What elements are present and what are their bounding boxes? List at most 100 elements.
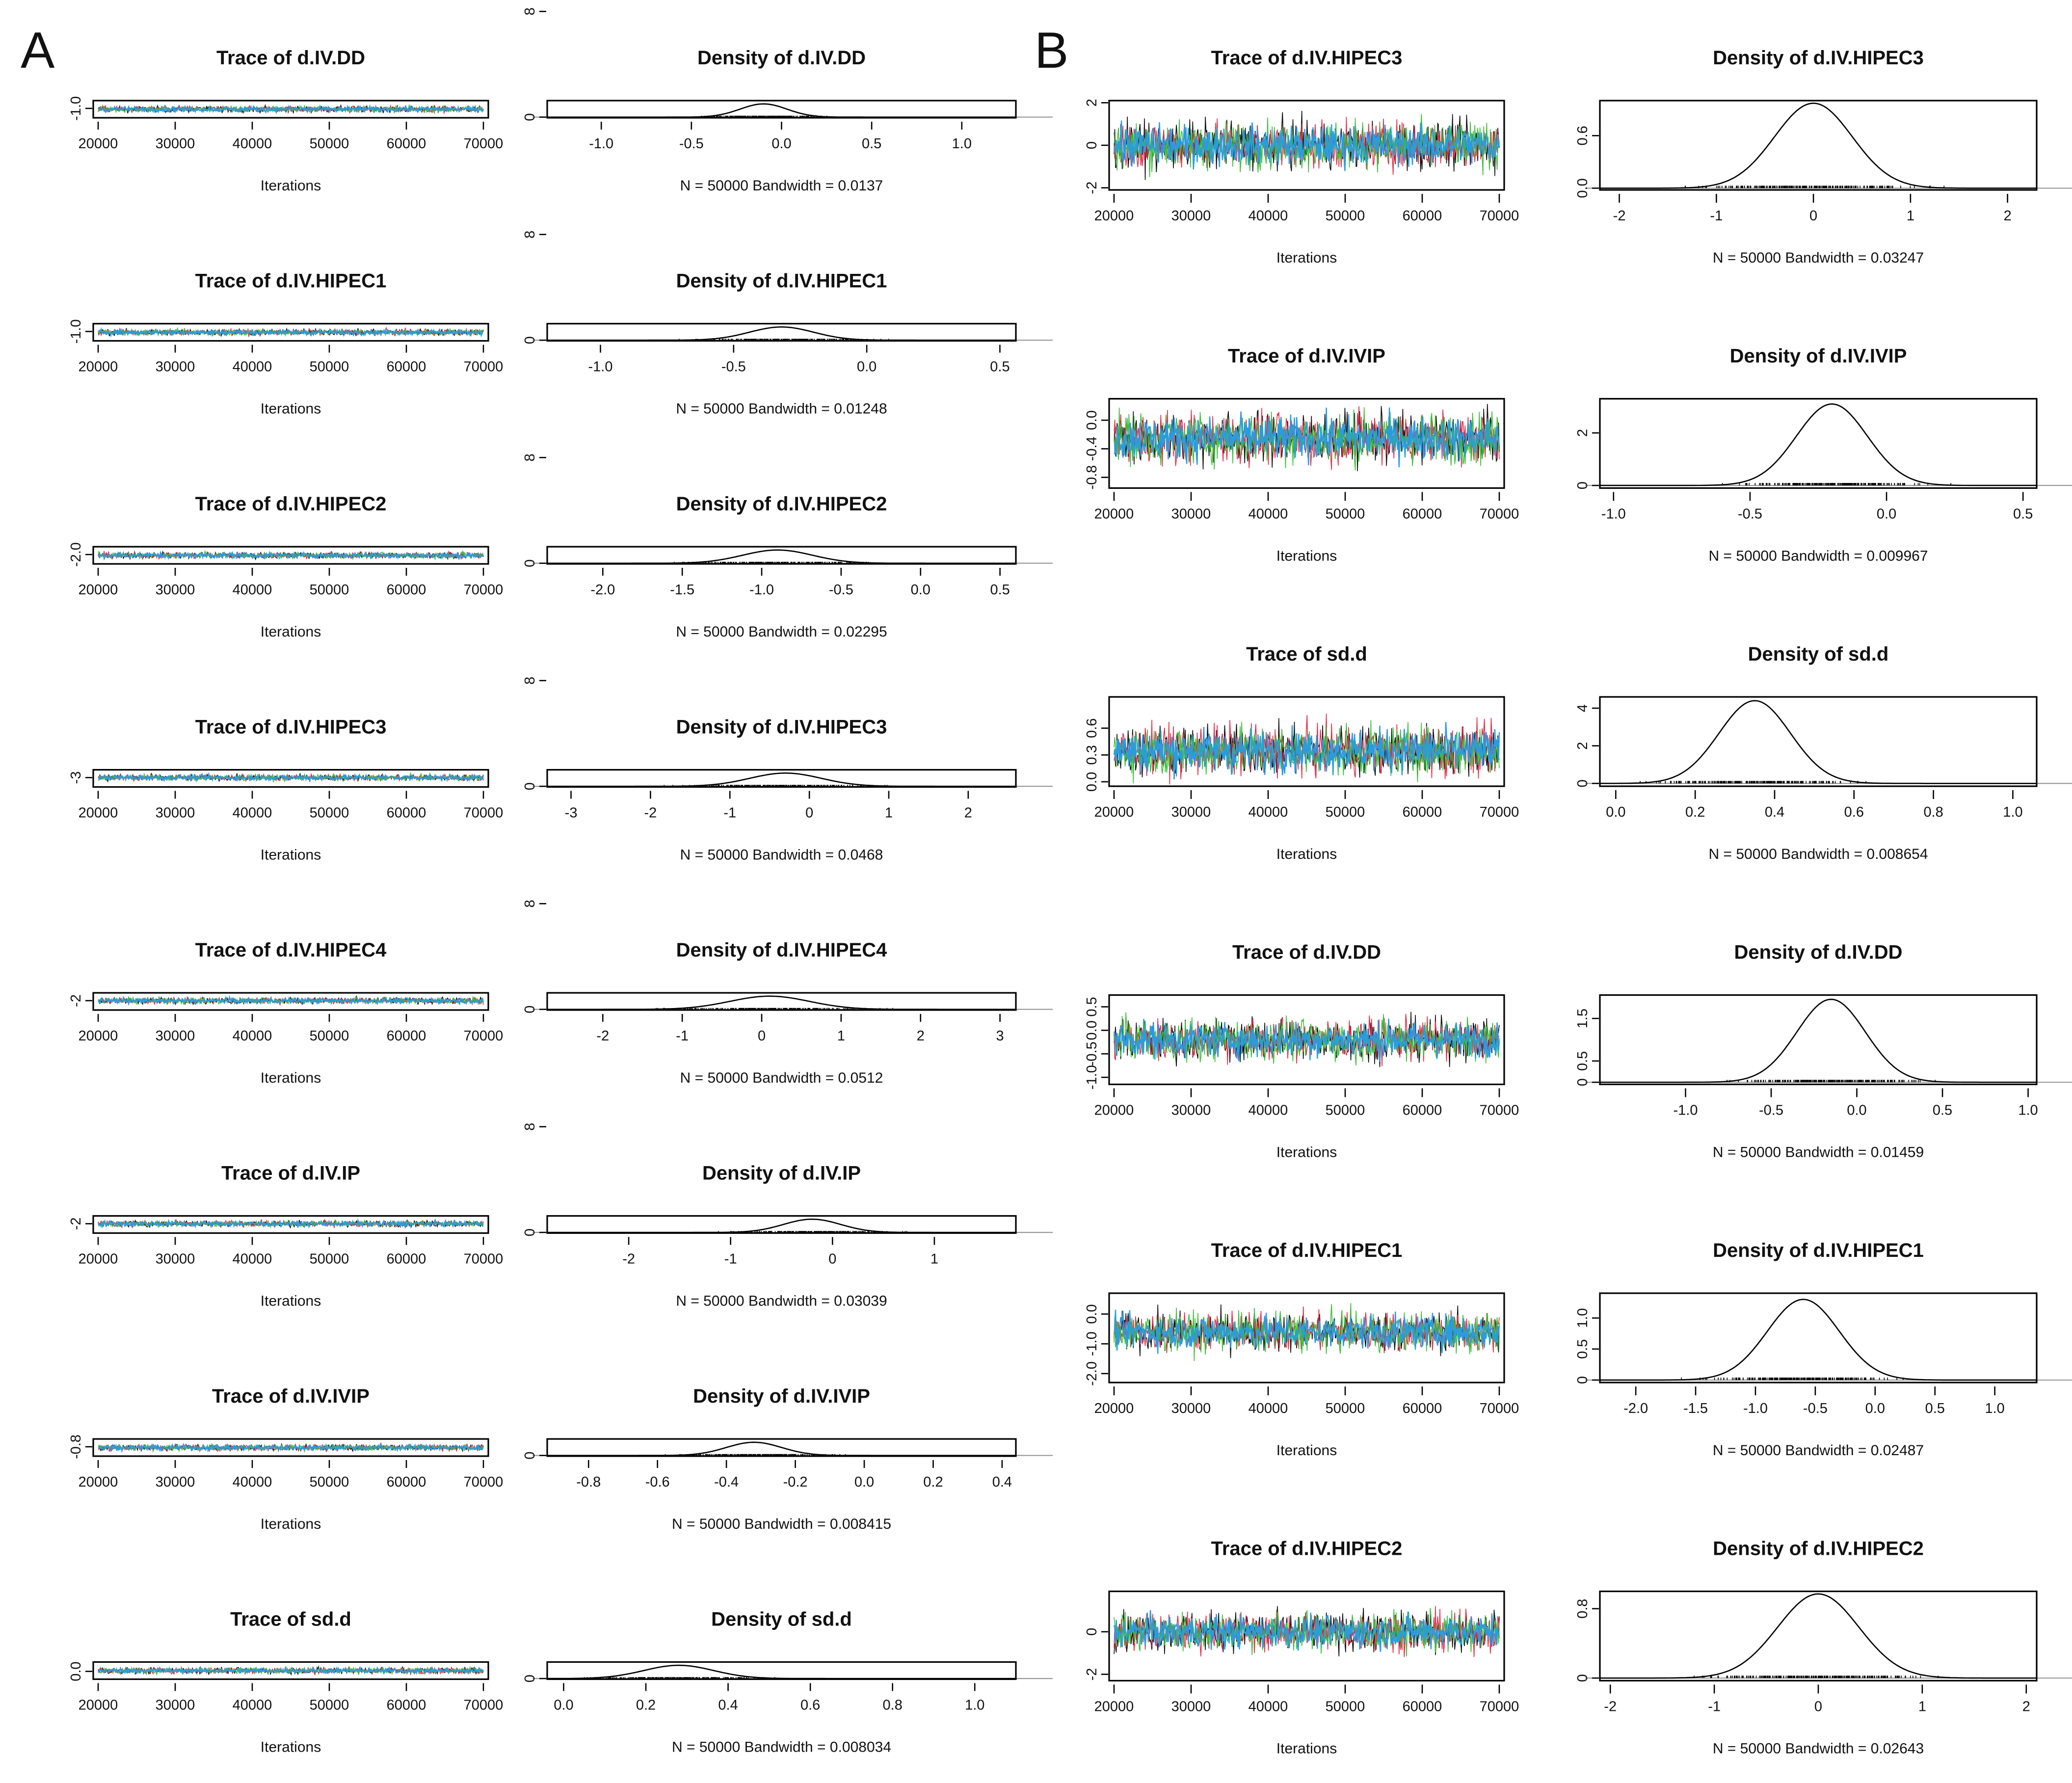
- y-tick-label: 1.5: [1575, 1009, 1591, 1028]
- x-tick-label: 40000: [1249, 804, 1288, 820]
- y-tick-label: 2: [1575, 742, 1591, 750]
- y-tick-label: 8: [522, 677, 538, 685]
- chain-4-line: [1113, 722, 1500, 780]
- x-tick-label: 70000: [1480, 804, 1519, 820]
- density-curve: [1600, 998, 2037, 1083]
- plot-frame: [1108, 696, 1505, 787]
- y-tick-label: -1.0: [68, 319, 84, 344]
- chain-4-line: [98, 1442, 484, 1453]
- x-tick-label: 0: [1814, 1699, 1822, 1715]
- x-tick-label: 70000: [464, 1474, 504, 1490]
- density-summary: N = 50000 Bandwidth = 0.02487: [1713, 1442, 1924, 1459]
- x-tick-label: 40000: [233, 1474, 272, 1490]
- density-summary: N = 50000 Bandwidth = 0.008034: [672, 1739, 891, 1756]
- x-tick-label: 20000: [79, 1698, 118, 1713]
- x-tick-label: 20000: [79, 359, 118, 375]
- chain-4-line: [97, 1218, 484, 1229]
- plot-frame: [1108, 398, 1505, 489]
- x-tick-label: 70000: [1480, 208, 1519, 224]
- plot-frame: [546, 1661, 1017, 1680]
- chain-3-line: [1114, 1303, 1500, 1361]
- plot-frame: [546, 1215, 1017, 1234]
- x-tick-label: 0.0: [771, 136, 791, 152]
- x-tick-label: 40000: [233, 1028, 272, 1044]
- chain-4-line: [98, 327, 484, 338]
- x-tick-label: -1: [676, 1028, 689, 1044]
- density-curve: [547, 1218, 1016, 1233]
- x-tick-label: -1.5: [1683, 1401, 1708, 1416]
- trace-plot-trace-of-d-iv-ip-a: Trace of d.IV.IP 20000 30000 40000 50000 6000…: [68, 1163, 503, 1309]
- x-tick-label: 30000: [156, 136, 195, 152]
- plot-title: Density of d.IV.DD: [1734, 942, 1902, 963]
- density-plot-density-of-d-iv-hipec2-a: Density of d.IV.HIPEC2 -2.0 -1.5 -1.0 -0.5 0.…: [522, 453, 1053, 640]
- y-tick-label: 0: [522, 1452, 538, 1460]
- y-tick-label: 0: [1575, 481, 1591, 489]
- x-tick-label: 2: [2004, 208, 2012, 224]
- plot-title: Density of d.IV.HIPEC3: [676, 717, 887, 738]
- x-tick-label: 60000: [387, 1474, 426, 1490]
- chain-2-line: [1114, 1606, 1500, 1657]
- x-tick-label: 40000: [233, 359, 272, 375]
- x-tick-label: 60000: [1403, 208, 1442, 224]
- plot-title: Density of d.IV.HIPEC3: [1713, 47, 1924, 69]
- y-tick-label: 0: [1575, 1078, 1591, 1086]
- density-curve: [547, 772, 1016, 787]
- density-summary: N = 50000 Bandwidth = 0.03247: [1713, 250, 1924, 266]
- y-tick-label: 0.5: [1575, 1339, 1591, 1359]
- density-summary: N = 50000 Bandwidth = 0.02643: [1713, 1741, 1924, 1757]
- x-axis-label: Iterations: [261, 1739, 321, 1756]
- plot-frame: [546, 546, 1017, 565]
- x-tick-label: 0.0: [911, 582, 930, 598]
- x-tick-label: 1.0: [2018, 1103, 2038, 1118]
- rug-marks: [678, 339, 889, 341]
- density-plot-density-of-d-iv-ivip-a: Density of d.IV.IVIP -0.8 -0.6 -0.4 -0.2 0.0 0…: [522, 1385, 1053, 1532]
- x-tick-label: 20000: [1094, 1699, 1134, 1715]
- plot-title: Trace of d.IV.HIPEC2: [195, 493, 387, 515]
- x-tick-label: -0.5: [829, 582, 853, 598]
- y-tick-label: 8: [522, 7, 538, 15]
- x-tick-label: 0.5: [990, 582, 1009, 598]
- plot-title: Trace of d.IV.IVIP: [1228, 346, 1385, 367]
- y-tick-label: 0: [522, 1228, 538, 1236]
- y-tick-label: -2: [68, 994, 84, 1007]
- density-curve: [1600, 403, 2037, 486]
- trace-plot-trace-of-d-iv-hipec1-a: Trace of d.IV.HIPEC1 20000 30000 40000 50000…: [68, 270, 503, 417]
- x-tick-label: 70000: [464, 1028, 504, 1044]
- x-tick-label: 2: [964, 805, 972, 821]
- density-plot-density-of-sd-d-b: Density of sd.d 0.0 0.2 0.4 0.6 0.8 1.0 N = 500…: [1575, 643, 2072, 862]
- x-tick-label: 30000: [156, 1474, 195, 1490]
- x-tick-label: 0: [758, 1028, 766, 1044]
- chain-4-line: [98, 772, 484, 783]
- plot-frame: [1108, 1590, 1505, 1682]
- x-tick-label: 1.0: [965, 1698, 984, 1713]
- density-summary: N = 50000 Bandwidth = 0.009967: [1708, 548, 1928, 564]
- y-tick-label: 0.5: [1575, 1051, 1591, 1071]
- rug-marks: [584, 1677, 775, 1679]
- x-tick-label: 60000: [1403, 1103, 1442, 1118]
- plot-title: Trace of d.IV.IVIP: [212, 1385, 370, 1407]
- x-tick-label: 50000: [1326, 208, 1365, 224]
- y-tick-label: 4: [1575, 704, 1591, 712]
- x-axis-label: Iterations: [1276, 1144, 1337, 1161]
- trace-plot-trace-of-d-iv-hipec3-a: Trace of d.IV.HIPEC3 20000 30000 40000 50000…: [68, 717, 503, 863]
- plot-title: Density of d.IV.HIPEC4: [676, 939, 888, 961]
- density-plot-density-of-d-iv-ip-a: Density of d.IV.IP -2 -1 0 1 N = 50000 Bandwi…: [522, 1123, 1053, 1309]
- plot-frame: [1108, 994, 1505, 1086]
- x-tick-label: -1.0: [589, 136, 613, 152]
- trace-plot-trace-of-d-iv-ivip-a: Trace of d.IV.IVIP 20000 30000 40000 50000 60…: [68, 1385, 503, 1532]
- x-tick-label: 60000: [387, 136, 426, 152]
- x-tick-label: -0.4: [714, 1474, 739, 1490]
- x-tick-label: 70000: [464, 805, 504, 821]
- y-tick-label: 0.0: [68, 1661, 84, 1681]
- x-tick-label: -1.0: [1743, 1401, 1768, 1416]
- plot-title: Density of sd.d: [1748, 643, 1889, 665]
- plot-title: Trace of d.IV.HIPEC3: [1211, 47, 1403, 69]
- x-axis-label: Iterations: [261, 401, 321, 417]
- x-tick-label: 0.5: [2013, 506, 2033, 522]
- rug-marks: [1681, 1377, 1904, 1380]
- plot-title: Trace of d.IV.HIPEC1: [1211, 1240, 1403, 1261]
- panel-label-a: A: [21, 22, 55, 79]
- x-tick-label: 70000: [464, 1698, 504, 1713]
